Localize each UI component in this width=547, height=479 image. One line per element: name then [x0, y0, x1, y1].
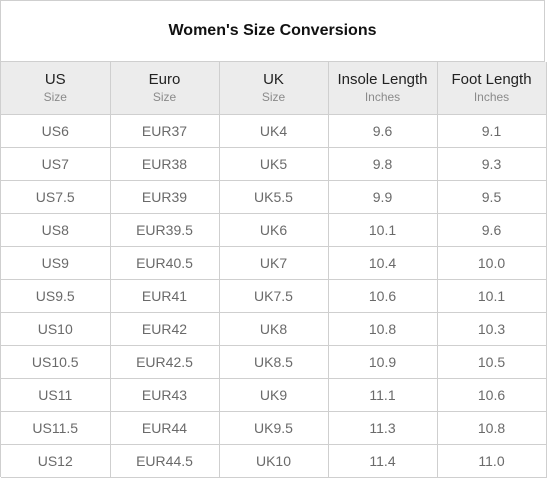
column-label: Foot Length — [451, 71, 532, 88]
table-row: US9 EUR40.5 UK7 10.4 10.0 — [1, 246, 547, 280]
cell-insole-length: 9.6 — [328, 114, 438, 148]
cell-euro: EUR39.5 — [110, 213, 220, 247]
cell-us: US11 — [1, 378, 111, 412]
table-row: US7 EUR38 UK5 9.8 9.3 — [1, 147, 547, 181]
cell-uk: UK8.5 — [219, 345, 329, 379]
table-title: Women's Size Conversions — [1, 1, 545, 62]
cell-uk: UK7.5 — [219, 279, 329, 313]
table-row: US6 EUR37 UK4 9.6 9.1 — [1, 114, 547, 148]
cell-euro: EUR42.5 — [110, 345, 220, 379]
cell-euro: EUR44 — [110, 411, 220, 445]
column-header-insole-length: Insole Length Inches — [328, 62, 438, 115]
column-label: UK — [263, 71, 284, 88]
column-label: Euro — [148, 71, 181, 88]
table-row: US9.5 EUR41 UK7.5 10.6 10.1 — [1, 279, 547, 313]
cell-us: US9 — [1, 246, 111, 280]
column-header-uk: UK Size — [219, 62, 329, 115]
cell-foot-length: 9.1 — [437, 114, 547, 148]
cell-insole-length: 10.8 — [328, 312, 438, 346]
cell-insole-length: 9.9 — [328, 180, 438, 214]
cell-us: US7 — [1, 147, 111, 181]
cell-foot-length: 11.0 — [437, 444, 547, 478]
column-unit: Size — [43, 90, 67, 104]
column-unit: Inches — [364, 90, 401, 104]
cell-foot-length: 10.1 — [437, 279, 547, 313]
cell-foot-length: 10.5 — [437, 345, 547, 379]
cell-uk: UK9.5 — [219, 411, 329, 445]
column-unit: Inches — [473, 90, 510, 104]
cell-us: US10.5 — [1, 345, 111, 379]
cell-foot-length: 9.3 — [437, 147, 547, 181]
cell-euro: EUR41 — [110, 279, 220, 313]
table-row: US8 EUR39.5 UK6 10.1 9.6 — [1, 213, 547, 247]
cell-euro: EUR40.5 — [110, 246, 220, 280]
cell-uk: UK5 — [219, 147, 329, 181]
cell-euro: EUR39 — [110, 180, 220, 214]
cell-foot-length: 10.3 — [437, 312, 547, 346]
table-row: US7.5 EUR39 UK5.5 9.9 9.5 — [1, 180, 547, 214]
column-label: Insole Length — [337, 71, 428, 88]
table-row: US11 EUR43 UK9 11.1 10.6 — [1, 378, 547, 412]
header-row: US Size Euro Size UK Size Insole Length … — [1, 62, 547, 115]
cell-us: US8 — [1, 213, 111, 247]
cell-insole-length: 10.4 — [328, 246, 438, 280]
cell-uk: UK9 — [219, 378, 329, 412]
column-unit: Size — [152, 90, 177, 104]
cell-insole-length: 11.4 — [328, 444, 438, 478]
cell-us: US7.5 — [1, 180, 111, 214]
table-row: US10 EUR42 UK8 10.8 10.3 — [1, 312, 547, 346]
cell-us: US9.5 — [1, 279, 111, 313]
cell-insole-length: 11.1 — [328, 378, 438, 412]
column-header-euro: Euro Size — [110, 62, 220, 115]
cell-us: US11.5 — [1, 411, 111, 445]
cell-insole-length: 10.9 — [328, 345, 438, 379]
cell-foot-length: 9.5 — [437, 180, 547, 214]
cell-us: US6 — [1, 114, 111, 148]
column-unit: Size — [261, 90, 286, 104]
cell-foot-length: 10.8 — [437, 411, 547, 445]
cell-insole-length: 10.6 — [328, 279, 438, 313]
cell-uk: UK8 — [219, 312, 329, 346]
cell-euro: EUR44.5 — [110, 444, 220, 478]
table-row: US11.5 EUR44 UK9.5 11.3 10.8 — [1, 411, 547, 445]
cell-foot-length: 9.6 — [437, 213, 547, 247]
cell-us: US12 — [1, 444, 111, 478]
cell-euro: EUR37 — [110, 114, 220, 148]
column-header-foot-length: Foot Length Inches — [437, 62, 547, 115]
cell-euro: EUR43 — [110, 378, 220, 412]
cell-uk: UK7 — [219, 246, 329, 280]
cell-insole-length: 10.1 — [328, 213, 438, 247]
cell-insole-length: 11.3 — [328, 411, 438, 445]
cell-euro: EUR42 — [110, 312, 220, 346]
column-label: US — [44, 71, 66, 88]
cell-euro: EUR38 — [110, 147, 220, 181]
table-row: US12 EUR44.5 UK10 11.4 11.0 — [1, 444, 547, 478]
cell-foot-length: 10.6 — [437, 378, 547, 412]
cell-us: US10 — [1, 312, 111, 346]
table-row: US10.5 EUR42.5 UK8.5 10.9 10.5 — [1, 345, 547, 379]
cell-uk: UK10 — [219, 444, 329, 478]
cell-foot-length: 10.0 — [437, 246, 547, 280]
cell-insole-length: 9.8 — [328, 147, 438, 181]
size-table: US Size Euro Size UK Size Insole Length … — [1, 62, 547, 478]
cell-uk: UK5.5 — [219, 180, 329, 214]
cell-uk: UK6 — [219, 213, 329, 247]
column-header-us: US Size — [1, 62, 111, 115]
cell-uk: UK4 — [219, 114, 329, 148]
